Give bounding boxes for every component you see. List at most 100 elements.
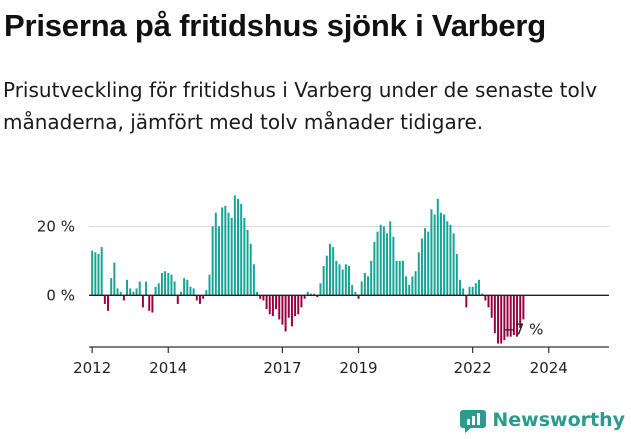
bar xyxy=(427,231,430,296)
bar xyxy=(221,207,224,296)
bar xyxy=(126,279,129,296)
bar xyxy=(398,260,401,296)
x-tick-label: 2017 xyxy=(263,359,301,377)
bar xyxy=(449,224,452,296)
bar xyxy=(246,229,249,296)
bars xyxy=(91,195,525,344)
bar xyxy=(119,291,122,296)
bar xyxy=(233,195,236,296)
bar xyxy=(376,231,379,296)
bar xyxy=(170,274,173,296)
bar xyxy=(192,288,195,296)
bar xyxy=(148,295,151,311)
bar xyxy=(160,272,163,296)
bar xyxy=(116,288,119,296)
bar xyxy=(240,204,243,296)
x-tick-label: 2019 xyxy=(339,359,377,377)
bar xyxy=(405,276,408,296)
bar xyxy=(455,254,458,296)
bar xyxy=(351,285,354,296)
bar xyxy=(433,214,436,296)
bar xyxy=(189,286,192,296)
bar xyxy=(294,295,297,316)
bar xyxy=(363,272,366,296)
bar xyxy=(392,236,395,296)
bar xyxy=(509,295,512,337)
bar xyxy=(179,291,182,296)
bar xyxy=(512,295,515,335)
bar xyxy=(154,286,157,296)
bar xyxy=(468,286,471,296)
bar xyxy=(379,224,382,296)
bar xyxy=(354,291,357,296)
bar xyxy=(493,295,496,334)
bar xyxy=(484,295,487,301)
bar xyxy=(94,252,97,296)
bar xyxy=(382,226,385,296)
bar xyxy=(252,264,255,296)
bar xyxy=(522,295,525,320)
bar xyxy=(281,295,284,325)
x-tick-label: 2022 xyxy=(454,359,492,377)
bar xyxy=(243,217,246,296)
bar xyxy=(268,295,271,315)
bar xyxy=(113,262,116,296)
bar xyxy=(237,198,240,296)
bar xyxy=(186,279,189,296)
bar xyxy=(389,221,392,296)
axis-labels: 20 % 0 % 2012 2014 2017 2019 2022 2024 −7 % xyxy=(37,217,568,377)
bar xyxy=(290,295,293,327)
bar xyxy=(338,264,341,296)
bar xyxy=(328,243,331,296)
axes xyxy=(89,294,609,353)
bar xyxy=(230,217,233,296)
bar xyxy=(211,226,214,296)
bar xyxy=(205,290,208,296)
bar xyxy=(309,293,312,296)
bar xyxy=(313,293,316,296)
y-tick-label: 0 % xyxy=(46,286,75,304)
y-tick-label: 20 % xyxy=(37,217,75,235)
bar xyxy=(176,295,179,304)
bar xyxy=(462,288,465,296)
bar xyxy=(344,264,347,296)
bar xyxy=(300,295,303,308)
bar xyxy=(122,295,125,301)
bar xyxy=(516,295,519,337)
bar xyxy=(151,295,154,313)
x-tick-label: 2012 xyxy=(73,359,111,377)
bar xyxy=(218,226,220,296)
bar xyxy=(145,281,148,296)
bar xyxy=(164,271,167,296)
bar xyxy=(284,295,287,332)
bar xyxy=(430,209,433,296)
bar xyxy=(262,295,265,301)
bar xyxy=(490,295,493,318)
bar xyxy=(322,266,325,296)
bar xyxy=(141,295,144,308)
bar xyxy=(167,272,170,296)
bar xyxy=(424,228,427,296)
bar xyxy=(373,241,376,296)
bar xyxy=(303,295,306,299)
bar xyxy=(278,295,281,320)
bar xyxy=(439,212,442,296)
bar xyxy=(208,274,211,296)
bar xyxy=(367,276,370,296)
bar xyxy=(414,271,417,296)
bar xyxy=(370,260,373,296)
bar xyxy=(135,288,138,296)
bar xyxy=(446,221,449,296)
newsworthy-logo-icon xyxy=(460,410,487,433)
bar xyxy=(341,269,344,296)
bar xyxy=(202,295,205,299)
newsworthy-brand: Newsworthy xyxy=(460,407,625,433)
bar xyxy=(224,205,227,296)
bar xyxy=(214,212,217,296)
end-value-label: −7 % xyxy=(502,320,543,338)
chart-title: Priserna på fritidshus sjönk i Varberg xyxy=(4,8,546,43)
bar xyxy=(97,254,100,296)
bar xyxy=(107,295,110,311)
bar xyxy=(471,286,474,296)
